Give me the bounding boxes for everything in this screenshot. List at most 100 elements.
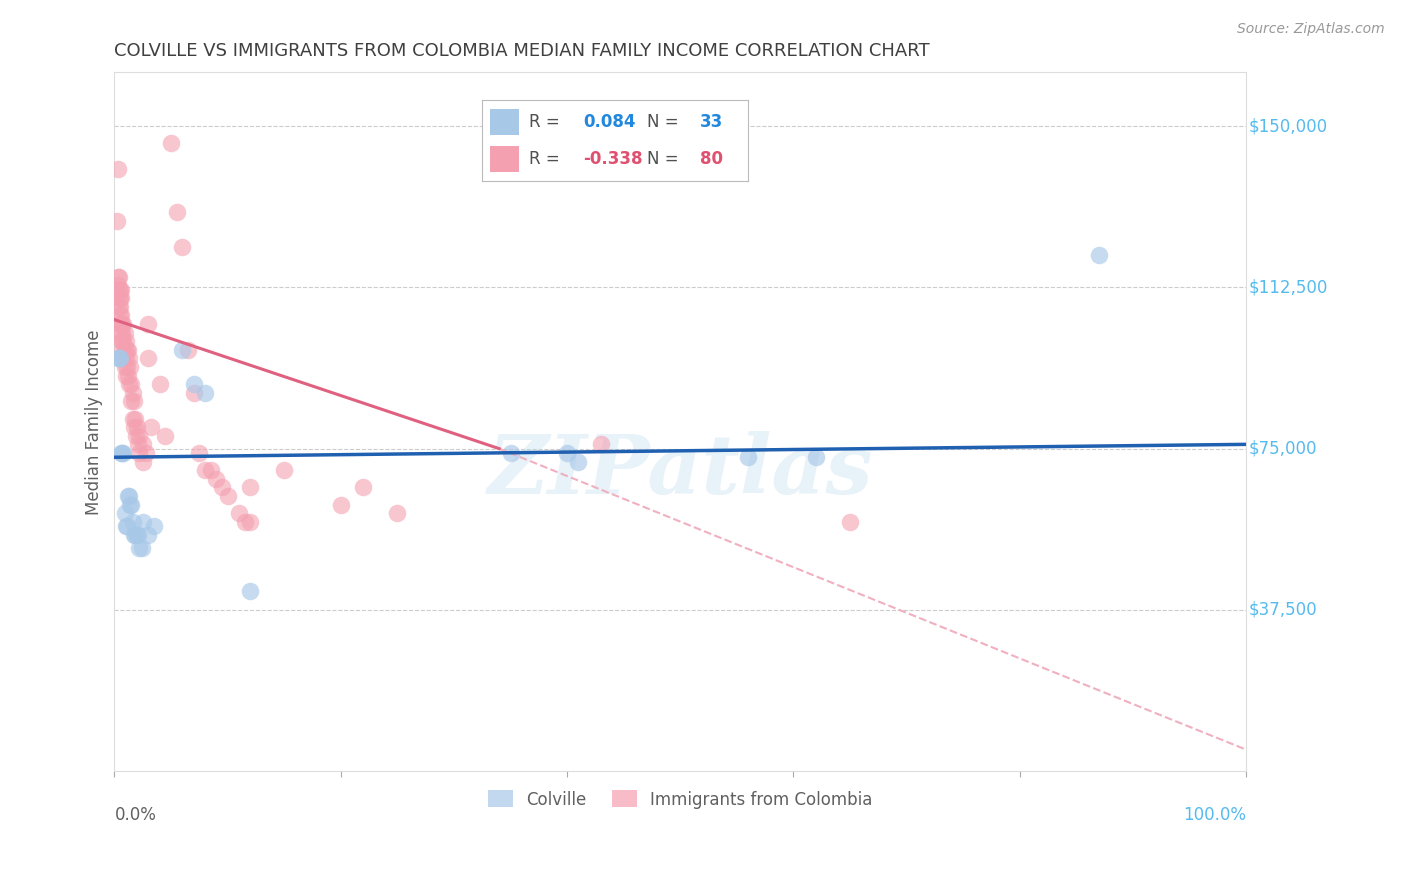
Point <box>499 446 522 460</box>
Point <box>112 334 135 348</box>
Point <box>1088 248 1111 262</box>
Point <box>143 519 166 533</box>
Point <box>111 334 134 348</box>
Point <box>211 480 233 494</box>
Point <box>108 300 131 314</box>
Point <box>114 519 136 533</box>
Point <box>131 454 153 468</box>
Point <box>139 420 162 434</box>
Point <box>108 291 131 305</box>
Point <box>110 334 132 348</box>
Point <box>122 527 145 541</box>
Point <box>172 343 194 357</box>
Point <box>111 326 134 340</box>
Point <box>138 317 160 331</box>
Point <box>567 454 589 468</box>
Point <box>120 394 142 409</box>
Point <box>121 411 143 425</box>
Point <box>122 420 145 434</box>
Text: 100.0%: 100.0% <box>1184 806 1246 824</box>
Point <box>125 527 148 541</box>
Point <box>131 541 153 555</box>
Point <box>114 326 136 340</box>
Text: COLVILLE VS IMMIGRANTS FROM COLOMBIA MEDIAN FAMILY INCOME CORRELATION CHART: COLVILLE VS IMMIGRANTS FROM COLOMBIA MED… <box>114 42 929 60</box>
Point <box>127 527 149 541</box>
Point <box>118 489 141 503</box>
Point <box>108 351 131 366</box>
Point <box>160 136 183 151</box>
Point <box>108 269 131 284</box>
Point <box>108 283 131 297</box>
Point <box>172 239 194 253</box>
Point <box>135 446 157 460</box>
Point <box>131 437 153 451</box>
Text: Source: ZipAtlas.com: Source: ZipAtlas.com <box>1237 22 1385 37</box>
Point <box>183 385 205 400</box>
Y-axis label: Median Family Income: Median Family Income <box>86 329 103 515</box>
Point <box>117 343 139 357</box>
Point <box>108 351 131 366</box>
Point <box>108 283 131 297</box>
Point <box>118 351 141 366</box>
Point <box>205 472 228 486</box>
Point <box>110 446 132 460</box>
Point <box>112 351 135 366</box>
Point <box>108 317 131 331</box>
Point <box>110 291 132 305</box>
Point <box>125 420 148 434</box>
Point <box>194 385 217 400</box>
Point <box>387 506 409 520</box>
Point <box>120 377 142 392</box>
Point <box>555 446 578 460</box>
Point <box>114 334 136 348</box>
Point <box>194 463 217 477</box>
Point <box>107 278 129 293</box>
Point <box>112 317 135 331</box>
Point <box>273 463 295 477</box>
Point <box>120 498 142 512</box>
Point <box>107 351 129 366</box>
Point <box>114 506 136 520</box>
Text: $112,500: $112,500 <box>1249 278 1327 296</box>
Point <box>128 541 150 555</box>
Point <box>105 213 128 227</box>
Point <box>839 515 862 529</box>
Point <box>114 359 136 374</box>
Point <box>120 498 142 512</box>
Point <box>111 317 134 331</box>
Point <box>591 437 613 451</box>
Point <box>114 343 136 357</box>
Point <box>107 162 129 177</box>
Point <box>110 309 132 323</box>
Text: $150,000: $150,000 <box>1249 117 1327 136</box>
Point <box>121 385 143 400</box>
Point <box>112 446 135 460</box>
Point <box>239 480 262 494</box>
Point <box>239 583 262 598</box>
Point <box>149 377 172 392</box>
Point <box>110 283 132 297</box>
Point <box>127 437 149 451</box>
Point <box>217 489 239 503</box>
Point <box>737 450 759 465</box>
Text: $75,000: $75,000 <box>1249 440 1317 458</box>
Point <box>188 446 211 460</box>
Point <box>120 359 142 374</box>
Point <box>114 368 136 383</box>
Point <box>177 343 200 357</box>
Point <box>228 506 250 520</box>
Point <box>124 411 146 425</box>
Point <box>122 394 145 409</box>
Point <box>128 429 150 443</box>
Point <box>115 519 138 533</box>
Point <box>138 527 160 541</box>
Point <box>155 429 177 443</box>
Point <box>125 429 148 443</box>
Point <box>108 309 131 323</box>
Point <box>117 368 139 383</box>
Legend: Colville, Immigrants from Colombia: Colville, Immigrants from Colombia <box>481 784 879 815</box>
Point <box>108 291 131 305</box>
Point <box>124 527 146 541</box>
Point <box>115 359 138 374</box>
Point <box>352 480 374 494</box>
